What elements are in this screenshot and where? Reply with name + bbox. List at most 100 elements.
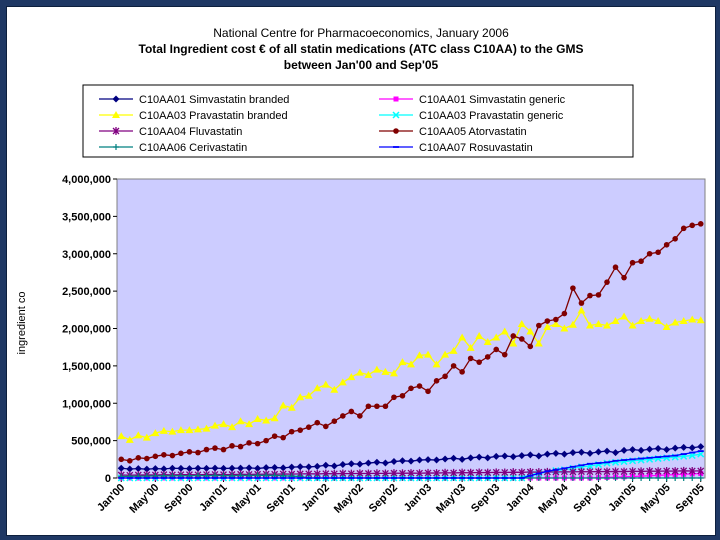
data-point bbox=[655, 475, 662, 481]
legend: C10AA01 Simvastatin branded C10AA01 Simva… bbox=[82, 84, 634, 158]
data-point bbox=[202, 464, 210, 472]
y-axis-label: ingredient co bbox=[16, 292, 28, 355]
data-point bbox=[654, 444, 662, 452]
data-point bbox=[671, 444, 679, 452]
data-point bbox=[646, 475, 653, 481]
data-point bbox=[228, 423, 237, 431]
data-point bbox=[493, 346, 500, 353]
data-point bbox=[534, 339, 543, 347]
data-point bbox=[271, 433, 278, 439]
y-tick-label: 3,500,000 bbox=[62, 211, 111, 223]
data-point bbox=[663, 466, 671, 475]
data-point bbox=[237, 464, 245, 472]
data-point bbox=[442, 373, 448, 380]
data-point bbox=[475, 331, 484, 339]
y-tick-label: 2,000,000 bbox=[62, 324, 111, 336]
data-point bbox=[134, 431, 143, 439]
legend-label: C10AA05 Atorvastatin bbox=[419, 126, 527, 138]
data-point bbox=[509, 468, 517, 477]
data-point bbox=[424, 350, 433, 358]
data-point bbox=[680, 443, 688, 451]
data-point bbox=[501, 452, 509, 460]
data-point bbox=[279, 401, 288, 409]
data-point bbox=[689, 475, 696, 481]
data-point bbox=[466, 343, 475, 351]
data-point bbox=[663, 241, 670, 248]
legend-swatch-marker bbox=[393, 96, 399, 102]
data-point bbox=[612, 264, 619, 271]
data-point bbox=[637, 467, 645, 476]
data-point bbox=[586, 475, 593, 481]
data-point bbox=[212, 445, 218, 451]
data-point bbox=[629, 446, 637, 454]
data-point bbox=[509, 339, 518, 347]
legend-swatch-marker bbox=[112, 127, 120, 135]
data-point bbox=[654, 467, 662, 476]
data-point bbox=[483, 337, 492, 345]
data-point bbox=[680, 466, 688, 475]
x-tick-label: Sep'02 bbox=[367, 482, 400, 515]
data-point bbox=[484, 354, 491, 360]
data-point bbox=[389, 369, 398, 377]
legend-label: C10AA06 Cerivastatin bbox=[139, 142, 247, 154]
data-point bbox=[697, 466, 705, 475]
data-point bbox=[330, 462, 338, 470]
data-point bbox=[671, 318, 680, 326]
data-point bbox=[186, 449, 193, 455]
data-point bbox=[399, 392, 406, 399]
data-point bbox=[288, 428, 295, 435]
y-tick-label: 3,000,000 bbox=[62, 249, 111, 261]
data-point bbox=[340, 413, 346, 419]
data-point bbox=[638, 475, 645, 481]
data-point bbox=[484, 454, 492, 462]
data-point bbox=[424, 456, 432, 464]
x-axis-ticks: Jan'00 May'00 Sep'00 Jan'01 May'01 Sep'01 Jan'… bbox=[95, 478, 707, 516]
legend-item: C10AA03 Pravastatin branded bbox=[99, 110, 288, 122]
data-point bbox=[476, 359, 482, 365]
data-point bbox=[263, 437, 269, 444]
data-point bbox=[211, 464, 219, 472]
data-point bbox=[398, 358, 407, 366]
data-point bbox=[620, 312, 629, 320]
data-point bbox=[628, 321, 637, 329]
data-point bbox=[672, 236, 678, 242]
data-point bbox=[688, 444, 696, 452]
data-point bbox=[433, 378, 440, 384]
data-point bbox=[135, 455, 142, 461]
data-point bbox=[518, 452, 526, 460]
data-point bbox=[331, 418, 338, 424]
chart-title-line-1: National Centre for Pharmacoeconomics, J… bbox=[213, 26, 509, 40]
y-tick-label: 2,500,000 bbox=[62, 286, 111, 298]
data-point bbox=[568, 320, 577, 328]
data-point bbox=[126, 458, 133, 464]
data-point bbox=[253, 414, 262, 422]
data-point bbox=[527, 343, 534, 350]
y-tick-label: 1,500,000 bbox=[62, 361, 111, 373]
data-point bbox=[578, 475, 585, 481]
legend-item: C10AA05 Atorvastatin bbox=[379, 126, 527, 138]
legend-swatch-marker bbox=[393, 128, 399, 134]
data-point bbox=[629, 259, 636, 266]
x-tick-label: Jan'05 bbox=[606, 482, 638, 514]
data-point bbox=[518, 468, 526, 477]
data-point bbox=[594, 448, 602, 456]
data-point bbox=[594, 320, 603, 328]
data-point bbox=[270, 414, 279, 422]
data-point bbox=[355, 368, 364, 376]
data-point bbox=[646, 467, 654, 476]
data-point bbox=[526, 327, 535, 335]
data-point bbox=[561, 475, 568, 481]
data-point bbox=[611, 317, 620, 325]
data-point bbox=[194, 464, 202, 472]
data-point bbox=[254, 440, 261, 447]
data-point bbox=[551, 320, 560, 328]
data-point bbox=[696, 316, 705, 324]
data-point bbox=[432, 360, 441, 368]
data-point bbox=[688, 315, 697, 323]
data-point bbox=[500, 327, 509, 335]
data-point bbox=[203, 446, 210, 453]
data-point bbox=[510, 333, 517, 339]
data-point bbox=[305, 463, 313, 471]
data-point bbox=[237, 443, 244, 450]
data-point bbox=[228, 464, 236, 472]
